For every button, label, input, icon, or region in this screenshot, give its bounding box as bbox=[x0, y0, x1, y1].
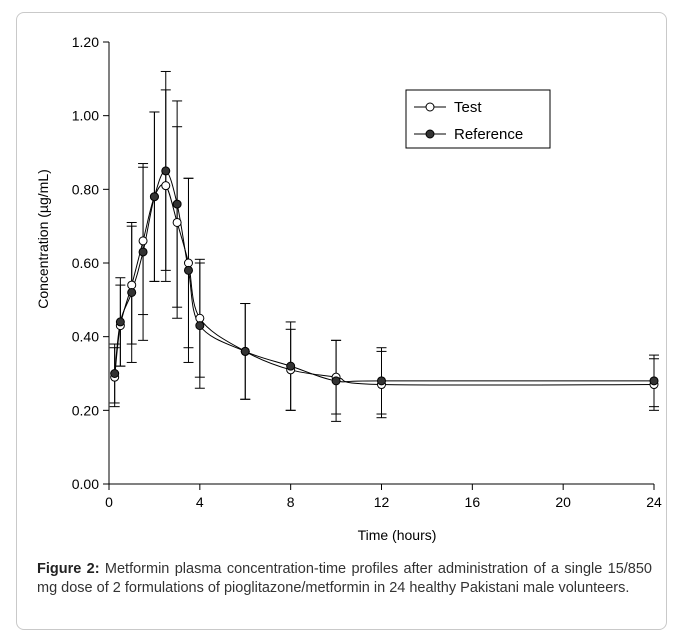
legend-marker-test bbox=[425, 102, 435, 112]
data-point-reference bbox=[161, 166, 171, 176]
data-point-reference bbox=[183, 265, 193, 275]
data-point-reference bbox=[110, 369, 120, 378]
legend-label-reference: Reference bbox=[454, 126, 523, 143]
x-tick-label: 24 bbox=[646, 494, 662, 510]
figure-caption: Figure 2: Metformin plasma concentration… bbox=[37, 560, 652, 598]
series-line-test bbox=[114, 183, 655, 386]
series-lines bbox=[114, 170, 655, 386]
data-point-reference bbox=[195, 321, 205, 331]
data-point-reference bbox=[377, 376, 386, 386]
data-point-reference bbox=[115, 317, 125, 327]
chart-container: 0.00 0.20 0.40 0.60 0.80 1.00 1.20 0 4 8 12 16 20 24 … bbox=[16, 12, 667, 557]
figure-frame bbox=[16, 12, 667, 630]
concentration-time-chart: 0.000.200.400.600.801.001.200 4 8 12 16 20 24 … bbox=[35, 34, 662, 543]
data-point-test bbox=[127, 280, 137, 290]
legend-label-test: Test bbox=[454, 99, 482, 116]
data-point-test bbox=[172, 217, 182, 227]
legend: Test Reference bbox=[405, 89, 551, 149]
x-axis-label: Time (hours) bbox=[358, 527, 437, 543]
axes: 0.00 0.20 0.40 0.60 0.80 1.00 1.20 0 4 8 12 16 20 24 bbox=[72, 34, 662, 510]
data-point-reference bbox=[127, 287, 137, 297]
legend-marker-reference bbox=[425, 129, 435, 139]
x-tick-label: 16 bbox=[465, 494, 481, 510]
data-point-reference bbox=[172, 199, 182, 209]
data-point-reference bbox=[331, 376, 341, 386]
x-tick-label: 0 bbox=[105, 494, 113, 510]
x-tick-label: 4 bbox=[196, 494, 204, 510]
legend-box bbox=[405, 89, 551, 149]
y-tick-label: 0.60 bbox=[72, 255, 99, 271]
y-tick-label: 0.40 bbox=[72, 329, 99, 345]
data-point-test bbox=[161, 181, 171, 191]
y-tick-label: 0.20 bbox=[72, 402, 99, 418]
y-axis-label: Concentration (µg/mL) bbox=[35, 169, 51, 309]
data-point-reference bbox=[649, 376, 659, 386]
data-point-test bbox=[195, 313, 205, 323]
x-tick-label: 20 bbox=[555, 494, 571, 510]
x-tick-label: 8 bbox=[287, 494, 295, 510]
data-point-reference bbox=[240, 346, 250, 356]
y-tick-label: 1.20 bbox=[72, 34, 99, 50]
data-point-test bbox=[183, 258, 193, 268]
series-markers bbox=[110, 166, 659, 390]
y-tick-label: 0.80 bbox=[72, 181, 99, 197]
error-bars bbox=[109, 70, 659, 422]
caption-label: Figure 2: bbox=[37, 561, 100, 577]
caption-text: Metformin plasma concentration-time prof… bbox=[37, 561, 652, 596]
data-point-reference bbox=[138, 247, 148, 257]
series-line-reference bbox=[114, 170, 654, 383]
x-tick-label: 12 bbox=[374, 494, 390, 510]
data-point-reference bbox=[286, 361, 296, 371]
data-point-reference bbox=[149, 192, 159, 202]
data-point-test bbox=[138, 236, 148, 246]
y-tick-label: 0.00 bbox=[72, 476, 99, 492]
y-tick-label: 1.00 bbox=[72, 108, 99, 124]
